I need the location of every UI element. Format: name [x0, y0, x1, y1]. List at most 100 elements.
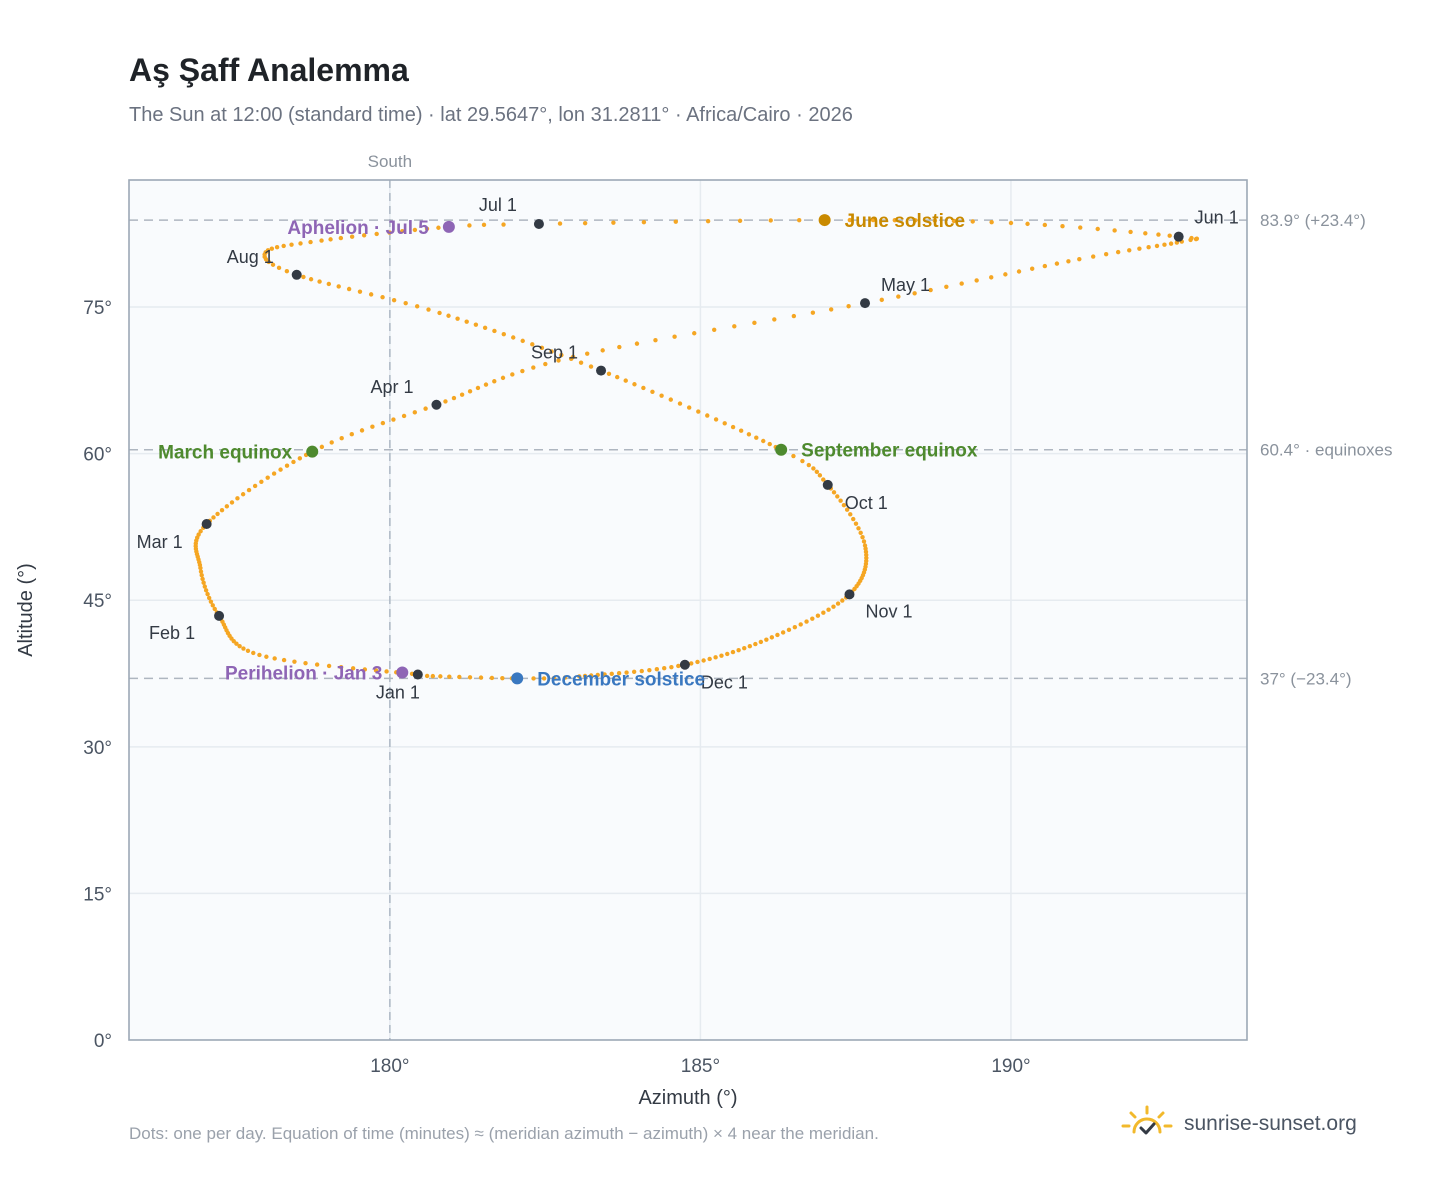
day-dot: [701, 658, 706, 663]
event-label: March equinox: [158, 443, 293, 464]
day-dot: [632, 382, 637, 387]
day-dot: [457, 674, 462, 680]
day-dot: [944, 284, 949, 289]
day-dot: [1189, 235, 1194, 241]
day-dot: [387, 230, 392, 235]
day-dot: [722, 421, 727, 426]
month-marker: [844, 589, 855, 600]
day-dot: [780, 630, 786, 635]
day-dot: [359, 428, 365, 433]
day-dot: [481, 222, 487, 228]
month-marker: [860, 298, 871, 309]
day-dot: [224, 504, 230, 509]
day-dot: [539, 345, 545, 351]
day-dot: [810, 310, 816, 315]
day-dot: [577, 674, 582, 679]
day-dot: [1162, 242, 1167, 247]
day-dot: [974, 278, 979, 283]
day-dot: [662, 666, 667, 671]
day-dot: [844, 507, 850, 512]
day-dot: [672, 334, 677, 339]
day-dot: [430, 673, 436, 679]
day-dot: [298, 241, 303, 246]
day-dot: [858, 530, 863, 536]
day-dot: [792, 624, 798, 630]
day-dot: [1042, 222, 1048, 228]
day-dot: [775, 632, 780, 638]
day-dot: [196, 532, 201, 537]
day-dot: [368, 292, 374, 297]
day-dot: [970, 219, 975, 224]
day-dot: [281, 657, 287, 663]
day-dot: [284, 463, 290, 468]
x-tick-label: 180°: [370, 1056, 409, 1077]
day-dot: [319, 444, 325, 450]
month-marker: [412, 669, 423, 680]
day-dot: [464, 319, 469, 324]
event-label: Perihelion · Jan 3: [225, 664, 382, 685]
day-dot: [932, 218, 938, 223]
south-label: South: [368, 152, 412, 171]
y-tick-label: 30°: [83, 738, 112, 759]
month-label: Mar 1: [137, 532, 183, 552]
day-dot: [1154, 243, 1160, 249]
sun-check-logo-icon: [1121, 1105, 1173, 1135]
day-dot: [272, 656, 277, 661]
day-dot: [1003, 272, 1008, 277]
day-dot: [650, 389, 655, 394]
day-dot: [692, 331, 697, 336]
event-marker: [818, 214, 831, 227]
day-dot: [747, 643, 753, 649]
day-dot: [276, 265, 282, 271]
day-dot: [1128, 229, 1133, 235]
day-dot: [467, 675, 473, 680]
reference-lines: 83.9° (+23.4°) 60.4° · equinoxes 37° (−23.…: [129, 211, 1393, 688]
day-dot: [1194, 236, 1200, 241]
day-dot: [412, 227, 418, 233]
month-label: May 1: [881, 275, 930, 295]
day-dot: [811, 466, 816, 471]
day-dot: [1103, 251, 1109, 257]
day-dot: [1168, 241, 1174, 246]
day-dot: [707, 656, 712, 662]
day-dot: [520, 368, 525, 374]
brand[interactable]: sunrise-sunset.org: [1120, 1102, 1357, 1146]
x-axis-label: Azimuth (°): [638, 1087, 737, 1109]
day-dot: [475, 385, 481, 391]
day-dot: [826, 607, 831, 612]
day-dot: [346, 286, 352, 292]
day-dot: [786, 627, 792, 633]
reference-line-label: 60.4° · equinoxes: [1260, 441, 1393, 460]
day-dot: [639, 668, 644, 674]
day-dot: [203, 588, 209, 593]
day-dot: [653, 337, 658, 343]
day-dot: [736, 647, 741, 653]
day-dot: [768, 218, 773, 223]
day-dot: [738, 428, 744, 433]
day-dot: [1091, 254, 1096, 259]
day-dot: [1156, 232, 1161, 237]
day-dot: [308, 277, 314, 282]
day-dot: [308, 239, 313, 245]
event-markers: Aphelion · Jul 5 June solstice March equin…: [158, 211, 978, 690]
day-dot: [668, 397, 673, 402]
day-dot: [815, 613, 821, 618]
day-dot: [828, 307, 834, 312]
day-dot: [269, 246, 275, 251]
month-label: Oct 1: [845, 493, 888, 513]
day-dot: [896, 294, 901, 299]
day-dot: [713, 655, 718, 660]
day-dot: [437, 310, 442, 316]
day-dot: [219, 507, 225, 513]
day-dot: [568, 356, 574, 362]
day-dot: [847, 217, 853, 223]
day-dot: [695, 659, 700, 665]
day-dot: [319, 238, 324, 243]
day-dot: [631, 669, 637, 675]
day-dot: [274, 245, 280, 250]
month-marker: [291, 269, 302, 280]
month-marker: [679, 659, 690, 670]
day-dot: [1143, 231, 1148, 236]
day-dot: [401, 413, 407, 419]
